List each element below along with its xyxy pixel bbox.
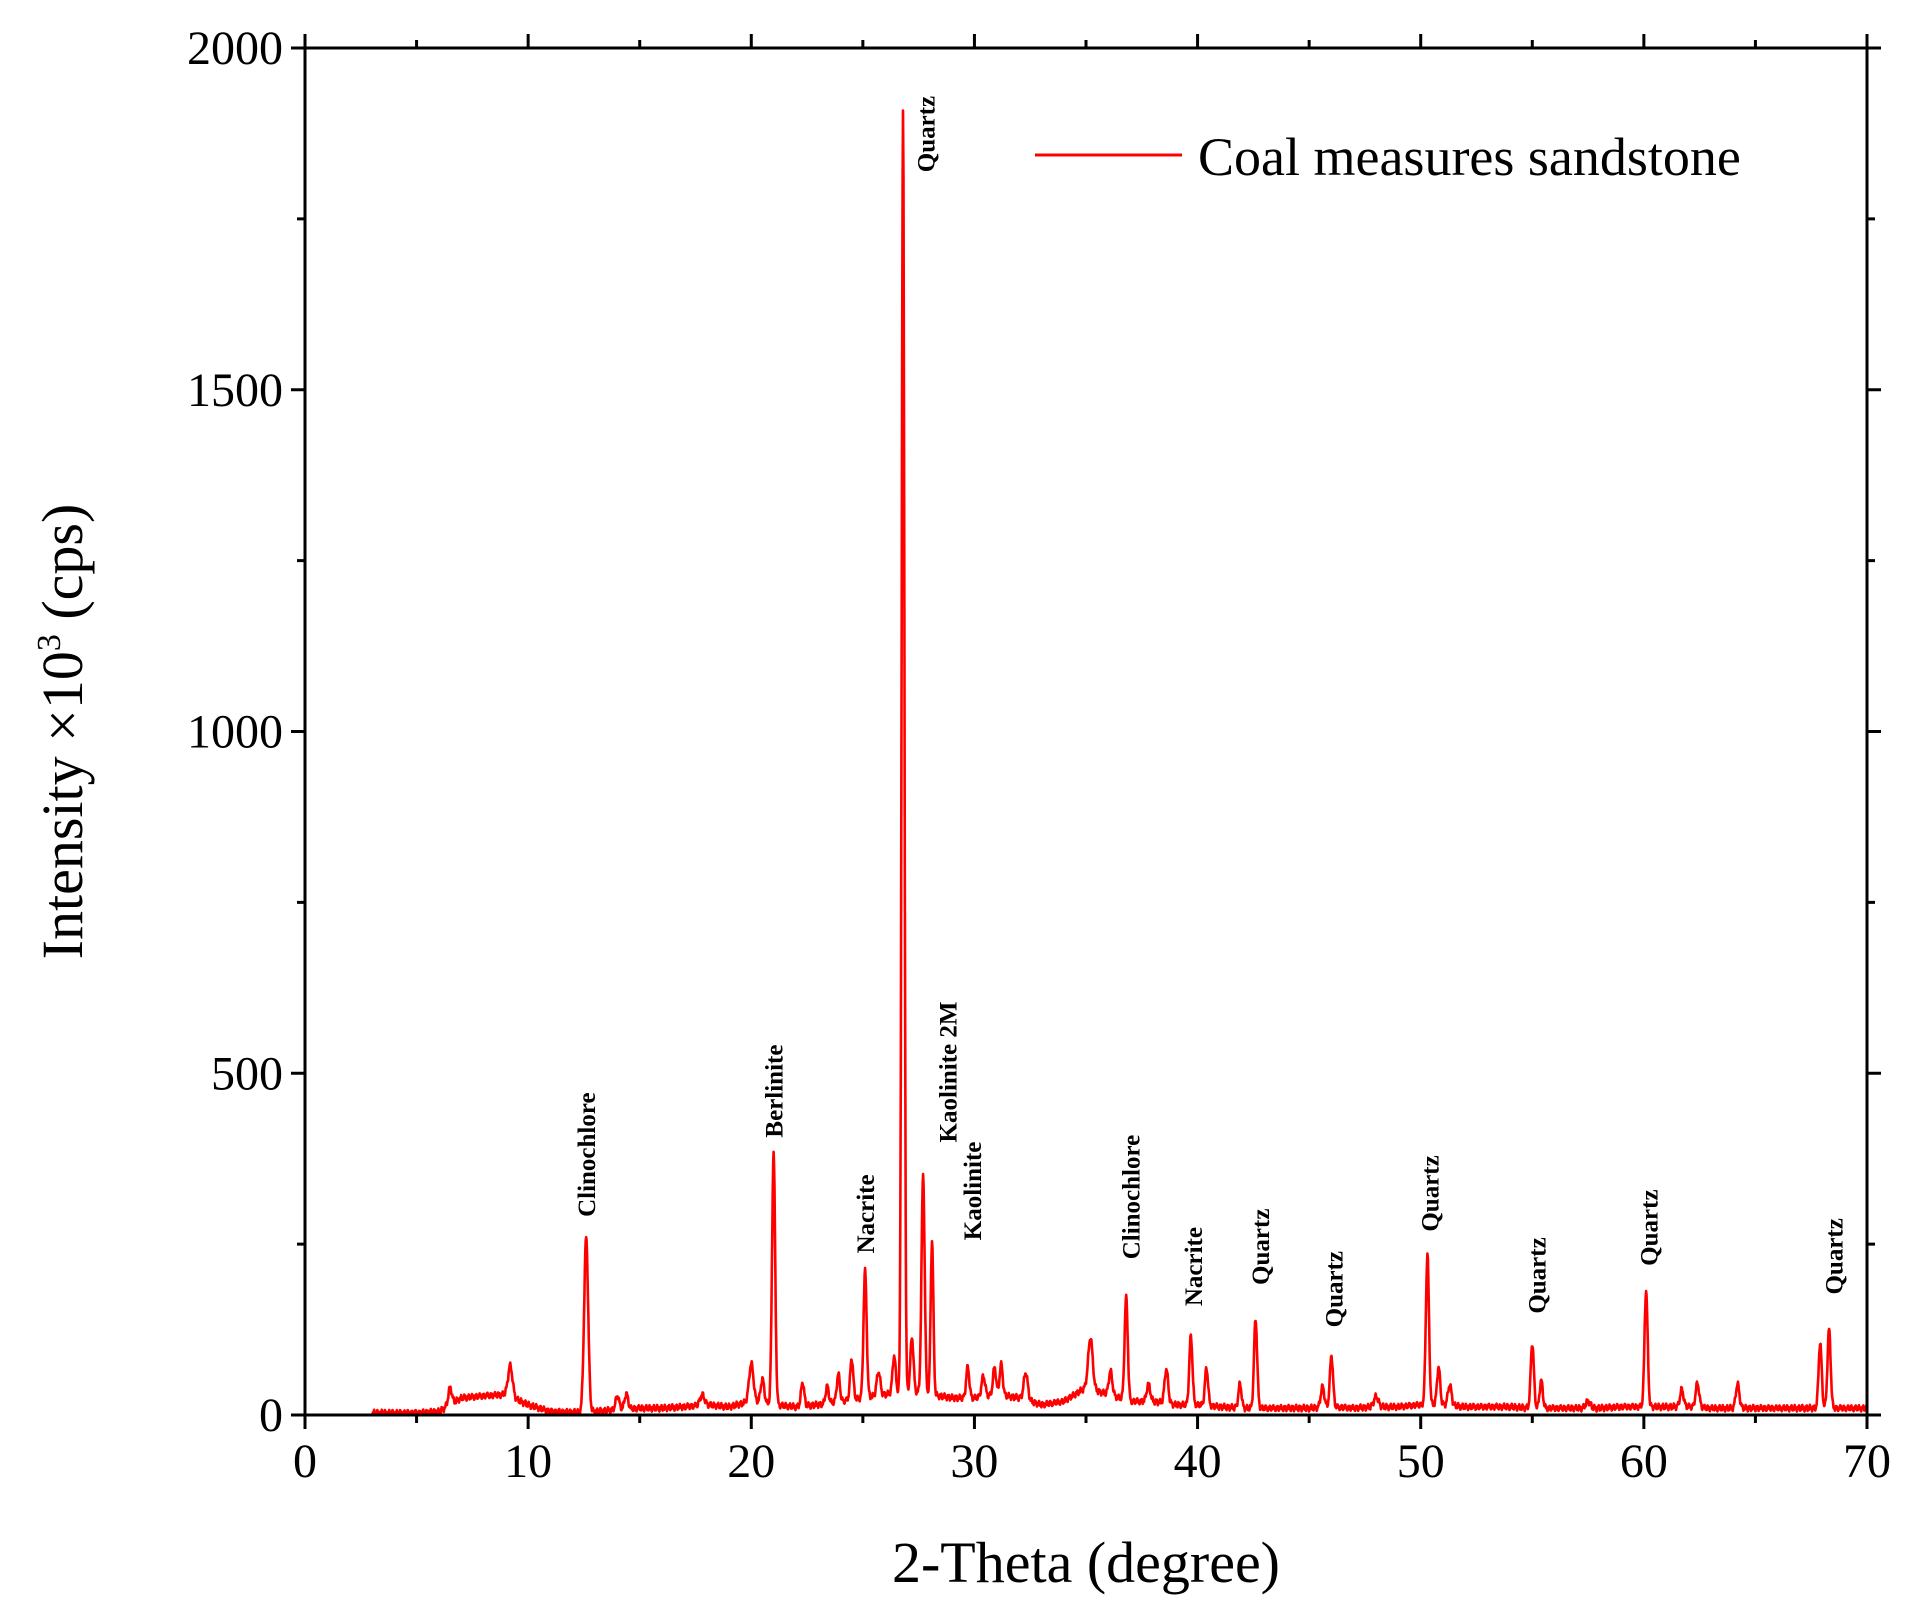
peak-label: Clinochlore <box>574 1092 601 1217</box>
peak-label: Nacrite <box>853 1174 880 1253</box>
x-tick-label: 60 <box>1620 1435 1668 1488</box>
y-tick-label: 0 <box>259 1389 283 1442</box>
peak-label: Nacrite <box>1181 1227 1208 1306</box>
x-tick-label: 0 <box>293 1435 317 1488</box>
x-tick-label: 40 <box>1174 1435 1222 1488</box>
peak-label: Kaolinite <box>960 1142 987 1241</box>
x-tick-label: 50 <box>1397 1435 1445 1488</box>
y-axis-label: Intensity ×103 (cps) <box>30 504 95 960</box>
peak-label: Quartz <box>1248 1209 1275 1285</box>
y-tick-label: 1500 <box>187 364 283 417</box>
plot-frame <box>303 46 1869 1417</box>
legend: Coal measures sandstone <box>1035 127 1741 187</box>
y-axis-label-main: Intensity ×10 <box>30 651 95 959</box>
y-tick-label: 1000 <box>187 706 283 759</box>
x-tick-label: 10 <box>504 1435 552 1488</box>
y-axis-label-exponent: 3 <box>31 634 68 651</box>
peak-label: Berlinite <box>762 1045 789 1138</box>
peak-label: Quartz <box>1822 1218 1849 1294</box>
peak-label: Quartz <box>1636 1189 1663 1265</box>
x-axis-label: 2-Theta (degree) <box>892 1530 1280 1595</box>
peak-label: Clinochlore <box>1119 1135 1146 1260</box>
peak-label: Quartz <box>1525 1237 1552 1313</box>
x-tick-label: 70 <box>1843 1435 1891 1488</box>
peak-label: Kaolinite 2M <box>936 1001 963 1142</box>
peak-label: Quartz <box>1418 1155 1445 1231</box>
x-tick-label: 20 <box>727 1435 775 1488</box>
x-tick-label: 30 <box>950 1435 998 1488</box>
y-axis-label-unit: (cps) <box>30 504 95 634</box>
y-tick-label: 500 <box>211 1047 283 1100</box>
peak-label: Quartz <box>913 96 940 172</box>
y-tick-label: 2000 <box>187 22 283 75</box>
peak-label: Quartz <box>1322 1251 1349 1327</box>
series-line-coal-measures-sandstone <box>370 109 1869 1417</box>
legend-label: Coal measures sandstone <box>1198 127 1741 187</box>
